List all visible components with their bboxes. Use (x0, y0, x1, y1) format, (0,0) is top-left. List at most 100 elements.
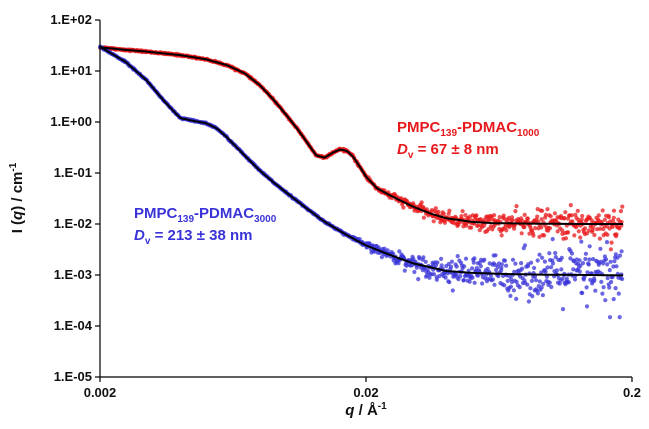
data-point (543, 212, 548, 217)
y-tick-label: 1.E+02 (50, 12, 92, 27)
data-point (545, 207, 550, 212)
data-point (434, 277, 439, 282)
data-point (587, 244, 592, 249)
y-tick-label: 1.E+00 (50, 114, 92, 129)
data-point (417, 256, 422, 261)
data-point (476, 223, 481, 228)
data-point (607, 315, 613, 320)
data-point (427, 275, 432, 280)
data-point (583, 251, 589, 256)
data-point (587, 257, 592, 262)
data-point (379, 255, 384, 260)
data-point (566, 280, 572, 285)
data-point (412, 269, 417, 275)
data-point (572, 277, 578, 282)
data-point (557, 281, 562, 286)
data-point (470, 266, 475, 271)
data-point (542, 233, 547, 238)
data-point (599, 279, 604, 284)
x-tick-label: 0.2 (623, 385, 641, 400)
data-point (475, 273, 481, 278)
data-point (525, 282, 530, 287)
data-point (606, 215, 611, 220)
data-point (544, 274, 550, 279)
data-point (620, 204, 625, 209)
data-point (421, 215, 426, 220)
data-point (550, 237, 555, 242)
data-point (535, 258, 540, 263)
data-point (456, 277, 461, 282)
data-point (433, 206, 438, 211)
data-point (442, 220, 447, 225)
data-point (511, 226, 517, 231)
data-point (494, 267, 499, 273)
data-point (514, 296, 519, 301)
data-point (543, 269, 548, 274)
data-point (611, 297, 616, 302)
data-point (608, 247, 614, 252)
data-point (562, 216, 567, 221)
data-point (499, 262, 504, 267)
data-point (526, 299, 532, 304)
data-point (603, 298, 608, 303)
data-point (535, 214, 540, 219)
data-point (461, 278, 466, 283)
data-point (490, 277, 495, 282)
data-point (568, 203, 573, 208)
data-point (552, 211, 558, 216)
data-point (505, 278, 510, 283)
data-point (472, 256, 477, 261)
data-point (540, 255, 545, 260)
data-point (569, 251, 575, 256)
data-point (584, 285, 589, 290)
data-point (462, 264, 467, 269)
data-point (553, 250, 558, 256)
data-point (605, 232, 610, 237)
data-point (416, 277, 421, 282)
data-point (519, 231, 524, 236)
data-point (471, 260, 476, 265)
data-point (480, 281, 485, 286)
data-point (510, 218, 515, 223)
data-point (540, 208, 545, 213)
annotation-red-name: PMPC139-PDMAC1000 (397, 119, 540, 139)
data-point (402, 268, 407, 273)
data-point (618, 209, 624, 214)
data-point (577, 269, 582, 274)
data-point (435, 260, 440, 265)
data-point (401, 205, 406, 210)
data-point (577, 258, 582, 263)
data-point (539, 217, 544, 222)
data-point (508, 293, 513, 298)
data-point (617, 253, 623, 258)
data-point (493, 253, 498, 258)
data-point (447, 280, 452, 285)
y-tick-label: 1.E-04 (54, 318, 93, 333)
data-point (508, 284, 513, 289)
data-point (592, 232, 597, 238)
data-point (545, 265, 550, 270)
data-point (492, 213, 497, 218)
data-point (522, 212, 527, 217)
data-point (614, 264, 619, 269)
data-point (443, 275, 448, 280)
annotation-blue-name: PMPC139-PDMAC3000 (134, 205, 277, 225)
data-point (458, 274, 463, 279)
data-point (513, 209, 518, 214)
data-point (492, 282, 497, 287)
data-point (547, 251, 552, 256)
data-point (549, 265, 554, 270)
data-point (532, 265, 537, 271)
data-point (553, 255, 558, 260)
data-point (504, 228, 509, 233)
data-point (459, 214, 464, 219)
data-point (600, 291, 605, 296)
data-point (550, 261, 556, 266)
data-point (502, 258, 507, 263)
data-point (568, 256, 573, 261)
data-point (611, 208, 617, 213)
data-point (569, 213, 575, 218)
data-point (619, 249, 624, 254)
data-point (450, 288, 455, 293)
